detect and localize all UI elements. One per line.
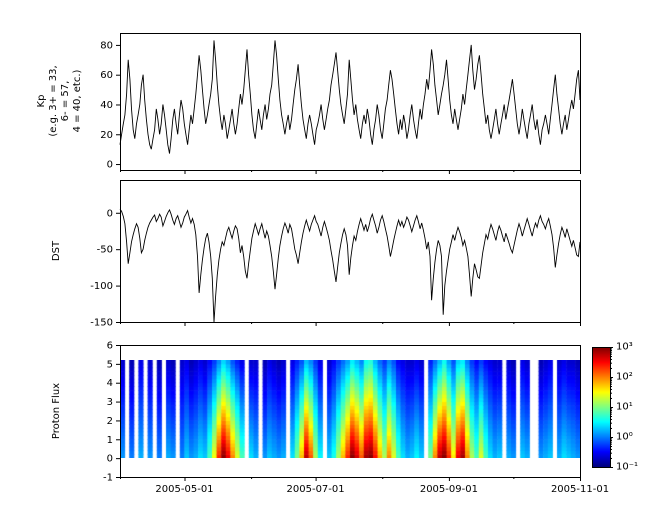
x-date-label-2: 2005-07-01 [286, 484, 345, 495]
colorbar-gradient [592, 347, 610, 467]
colorbar-tick-label-1e0: 10⁰ [616, 431, 633, 443]
y-tick-label: -1 [103, 473, 113, 484]
colorbar-tick-label-1e1: 10¹ [616, 401, 633, 413]
colorbar-tick-label-1e2: 10² [616, 371, 633, 383]
y-tick-label: 0 [107, 160, 113, 171]
y-tick-label: -150 [90, 318, 113, 329]
dst-frame [120, 180, 581, 323]
proton-flux-heatmap [120, 360, 580, 458]
y-tick-label: -50 [97, 245, 113, 256]
y-tick-label: 3 [107, 397, 113, 408]
colorbar-frame [592, 347, 611, 468]
colorbar-tick-label-1e-1: 10⁻¹ [616, 461, 639, 473]
y-tick-label: 0 [107, 454, 113, 465]
kp-frame [120, 33, 581, 171]
y-tick-label: -100 [90, 281, 113, 292]
x-date-label-4: 2005-11-01 [550, 484, 610, 495]
y-tick-label: 6 [107, 341, 113, 352]
y-tick-label: 1 [107, 435, 113, 446]
y-tick-label: 80 [100, 40, 113, 51]
y-tick-label: 0 [107, 208, 113, 219]
y-tick-label: 20 [100, 130, 113, 141]
y-tick-label: 4 [107, 378, 113, 389]
kp-series [119, 40, 581, 154]
y-tick-label: 2 [107, 416, 113, 427]
x-date-label-3: 2005-09-01 [419, 484, 478, 495]
y-tick-label: 40 [100, 100, 113, 111]
dst-series [119, 208, 581, 323]
colorbar-tick-label-1e3: 10³ [616, 341, 633, 353]
proton_flux-frame [120, 345, 581, 478]
y-tick-label: 5 [107, 359, 113, 370]
y-tick-label: 60 [100, 70, 113, 81]
x-date-label-1: 2005-05-01 [155, 484, 214, 495]
